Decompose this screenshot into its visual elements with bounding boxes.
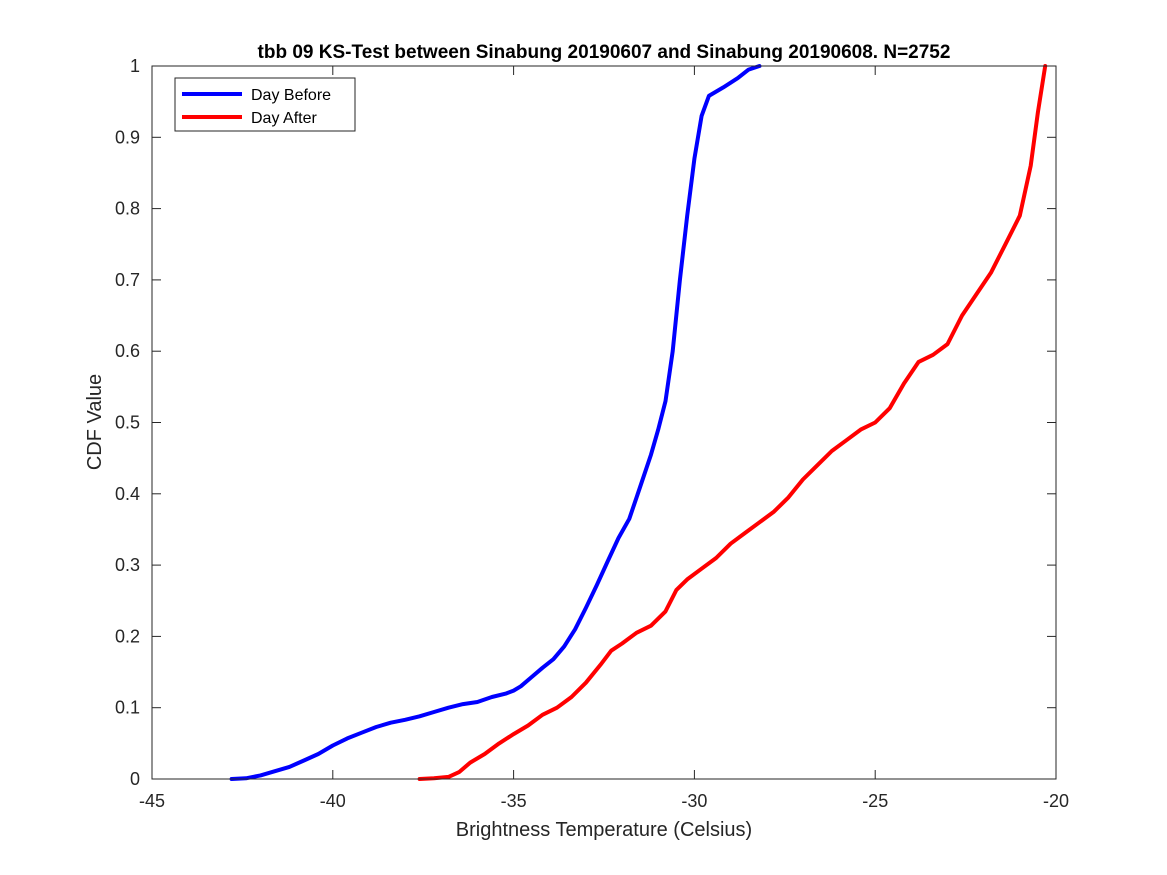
y-axis-ticks: 0 0.1 0.2 0.3 0.4 0.5 0.6 0.7 0.8 0.9 1 [115, 56, 1056, 789]
legend-box [174, 77, 356, 132]
plot-area [152, 66, 1056, 779]
legend: Day Before Day After [174, 77, 356, 132]
y-axis-label: CDF Value [84, 374, 106, 470]
y-tick-label: 0.3 [115, 555, 140, 575]
series-line-day-after [417, 64, 1048, 781]
legend-label-day-after: Day After [251, 110, 317, 127]
y-tick-label: 0.9 [115, 127, 140, 147]
y-tick-label: 0.6 [115, 341, 140, 361]
x-tick-label: -40 [320, 791, 346, 811]
y-tick-label: 0.2 [115, 626, 140, 646]
y-tick-label: 0.1 [115, 698, 140, 718]
x-axis-label: Brightness Temperature (Celsius) [456, 819, 752, 841]
y-tick-label: 0.8 [115, 199, 140, 219]
x-tick-label: -25 [862, 791, 888, 811]
chart-title: tbb 09 KS-Test between Sinabung 20190607… [258, 42, 951, 63]
x-tick-label: -30 [681, 791, 707, 811]
x-tick-label: -45 [139, 791, 165, 811]
y-tick-label: 1 [130, 56, 140, 76]
series-line-day-before [229, 64, 762, 781]
x-tick-label: -35 [501, 791, 527, 811]
y-tick-label: 0 [130, 769, 140, 789]
series-layer [229, 64, 1048, 781]
x-axis-ticks: -45 -40 -35 -30 -25 -20 [139, 66, 1069, 811]
y-tick-label: 0.5 [115, 413, 140, 433]
x-tick-label: -20 [1043, 791, 1069, 811]
y-tick-label: 0.4 [115, 484, 140, 504]
legend-label-day-before: Day Before [251, 87, 331, 104]
y-tick-label: 0.7 [115, 270, 140, 290]
